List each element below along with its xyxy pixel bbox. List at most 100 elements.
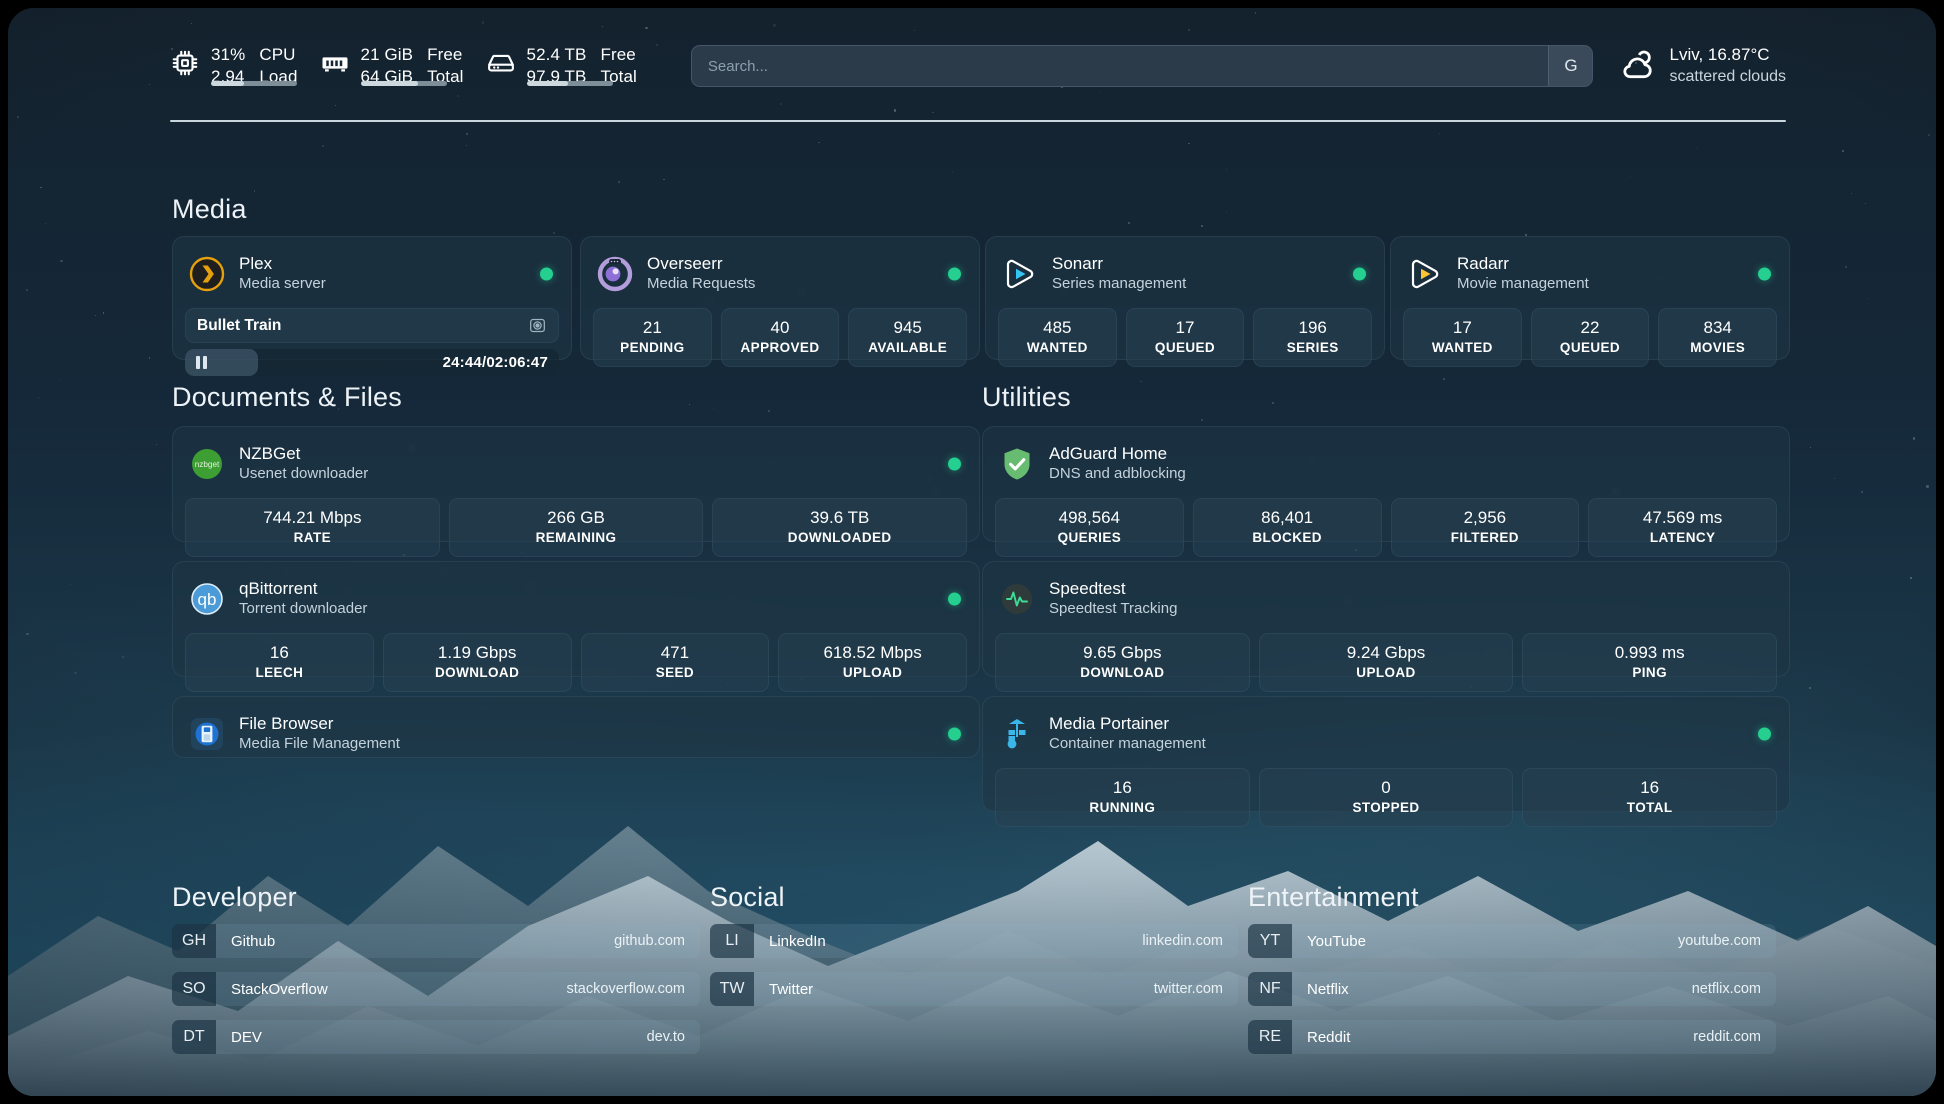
stat-value: 471 (660, 643, 690, 662)
stat-value: 16 (269, 643, 289, 662)
bookmark-url: stackoverflow.com (566, 981, 685, 997)
bookmark-twitter[interactable]: TW Twitter twitter.com (710, 972, 1238, 1006)
bookmark-name: Github (231, 932, 276, 950)
stat-value: 22 (1580, 318, 1600, 337)
search-area: G (690, 45, 1594, 87)
stat-tile: 22 QUEUED (1530, 308, 1650, 367)
service-card-qbittorrent[interactable]: qb qBittorrent Torrent downloader 16 LEE… (172, 561, 980, 692)
service-card-overseerr[interactable]: Overseerr Media Requests 21 PENDING 40 A… (580, 236, 980, 367)
service-card-nzbget[interactable]: nzbget NZBGet Usenet downloader 744.21 M… (172, 426, 980, 557)
service-description: Media Requests (647, 275, 756, 292)
bookmark-reddit[interactable]: RE Reddit reddit.com (1248, 1020, 1776, 1054)
svg-text:nzbget: nzbget (195, 460, 220, 469)
topbar-divider (170, 120, 1786, 122)
bookmark-abbr: RE (1248, 1020, 1292, 1054)
storage-usage-bar (526, 81, 613, 86)
bookmark-github[interactable]: GH Github github.com (172, 924, 700, 958)
stat-value: 39.6 TB (810, 508, 870, 527)
card-header: Sonarr Series management (998, 249, 1372, 298)
cloud-icon (1619, 48, 1656, 85)
status-indicator-online (948, 592, 961, 605)
stat-value: 9.24 Gbps (1346, 643, 1426, 662)
service-card-speedtest[interactable]: Speedtest Speedtest Tracking 9.65 Gbps D… (982, 561, 1790, 692)
stat-label: UPLOAD (842, 665, 903, 680)
stat-value: 16 (1640, 778, 1660, 797)
card-header: nzbget NZBGet Usenet downloader (185, 439, 967, 488)
search-engine-button[interactable]: G (1548, 46, 1593, 86)
stat-value: 618.52 Mbps (823, 643, 922, 662)
stat-tile: 498,564 QUERIES (995, 498, 1184, 557)
service-card-radarr[interactable]: Radarr Movie management 17 WANTED 22 QUE… (1390, 236, 1790, 367)
stat-value: 2,956 (1463, 508, 1507, 527)
stat-label: APPROVED (740, 340, 820, 355)
service-card-adguard-home[interactable]: AdGuard Home DNS and adblocking 498,564 … (982, 426, 1790, 557)
playback-separator: / (481, 354, 487, 371)
stat-value: 266 GB (547, 508, 605, 527)
stat-tile: 2,956 FILTERED (1390, 498, 1580, 557)
stat-tile: 17 QUEUED (1125, 308, 1245, 367)
stat-value: 16 (1112, 778, 1132, 797)
bookmark-url: reddit.com (1693, 1029, 1761, 1045)
radarr-icon (1407, 256, 1443, 292)
service-card-sonarr[interactable]: Sonarr Series management 485 WANTED 17 Q… (985, 236, 1385, 367)
playback-time: 24:44/02:06:47 (443, 354, 548, 371)
bookmark-linkedin[interactable]: LI LinkedIn linkedin.com (710, 924, 1238, 958)
stat-label: WANTED (1431, 340, 1493, 355)
stat-value: 21 (642, 318, 662, 337)
storage-free-value: 52.4 TB (526, 45, 587, 64)
pause-icon[interactable] (196, 356, 207, 369)
stat-label: DOWNLOADED (787, 530, 892, 545)
service-card-file-browser[interactable]: File Browser Media File Management (172, 696, 980, 758)
cast-icon[interactable] (528, 316, 547, 335)
ram-icon (320, 48, 350, 78)
stat-value: 834 (1703, 318, 1732, 337)
search-input[interactable] (691, 57, 1549, 75)
stat-value: 9.65 Gbps (1083, 643, 1162, 662)
dashboard-page: 31% 2.94 CPU Load (8, 8, 1936, 1096)
stats-row: 16 RUNNING 0 STOPPED 16 TOTAL (995, 768, 1778, 827)
stat-tile: 485 WANTED (998, 308, 1117, 367)
stat-tile: 471 SEED (580, 633, 770, 692)
bookmark-stackoverflow[interactable]: SO StackOverflow stackoverflow.com (172, 972, 700, 1006)
stat-label: RATE (293, 530, 332, 545)
cpu-usage-value: 31% (211, 45, 246, 64)
qbittorrent-icon: qb (189, 581, 225, 617)
stat-label: LEECH (255, 665, 304, 680)
stat-tile: 16 TOTAL (1522, 768, 1778, 827)
bookmark-youtube[interactable]: YT YouTube youtube.com (1248, 924, 1776, 958)
service-description: Series management (1052, 275, 1187, 292)
search-box[interactable]: G (690, 45, 1594, 87)
service-name: Sonarr (1052, 254, 1104, 273)
bookmark-netflix[interactable]: NF Netflix netflix.com (1248, 972, 1776, 1006)
bookmark-dev[interactable]: DT DEV dev.to (172, 1020, 700, 1054)
plex-icon (189, 256, 225, 292)
stats-row: 9.65 Gbps DOWNLOAD 9.24 Gbps UPLOAD 0.99… (995, 633, 1778, 692)
service-name: File Browser (239, 714, 334, 733)
bookmark-abbr: SO (172, 972, 216, 1006)
service-name: Overseerr (647, 254, 723, 273)
status-indicator-online (948, 457, 961, 470)
service-card-media-portainer[interactable]: Media Portainer Container management 16 … (982, 696, 1790, 827)
stat-tile: 47.569 ms LATENCY (1588, 498, 1777, 557)
service-name: AdGuard Home (1049, 444, 1168, 463)
section-title-media: Media (172, 194, 247, 224)
weather-widget[interactable]: Lviv, 16.87°C scattered clouds (1619, 44, 1786, 88)
bookmark-url: netflix.com (1691, 981, 1761, 997)
stat-value: 0 (1381, 778, 1391, 797)
storage-stat: 52.4 TB 97.9 TB Free Total (486, 44, 659, 88)
memory-free-value: 21 GiB (360, 45, 414, 64)
playback-progress-bar[interactable]: 24:44/02:06:47 (185, 349, 559, 376)
stat-value: 17 (1452, 318, 1472, 337)
card-header: Plex Media server (185, 249, 559, 298)
status-indicator-online (1758, 267, 1771, 280)
service-name: Speedtest (1049, 579, 1126, 598)
cpu-label-top: CPU (259, 45, 296, 64)
stats-row: 744.21 Mbps RATE 266 GB REMAINING 39.6 T… (185, 498, 968, 557)
card-header: Radarr Movie management (1403, 249, 1777, 298)
service-card-plex[interactable]: Plex Media server Bullet Train 24 (172, 236, 572, 376)
memory-stat: 21 GiB 64 GiB Free Total (320, 44, 486, 88)
stat-label: BLOCKED (1252, 530, 1322, 545)
cpu-icon (170, 48, 200, 78)
stats-row: 17 WANTED 22 QUEUED 834 MOVIES (1403, 308, 1778, 367)
bookmark-url: github.com (614, 933, 685, 949)
